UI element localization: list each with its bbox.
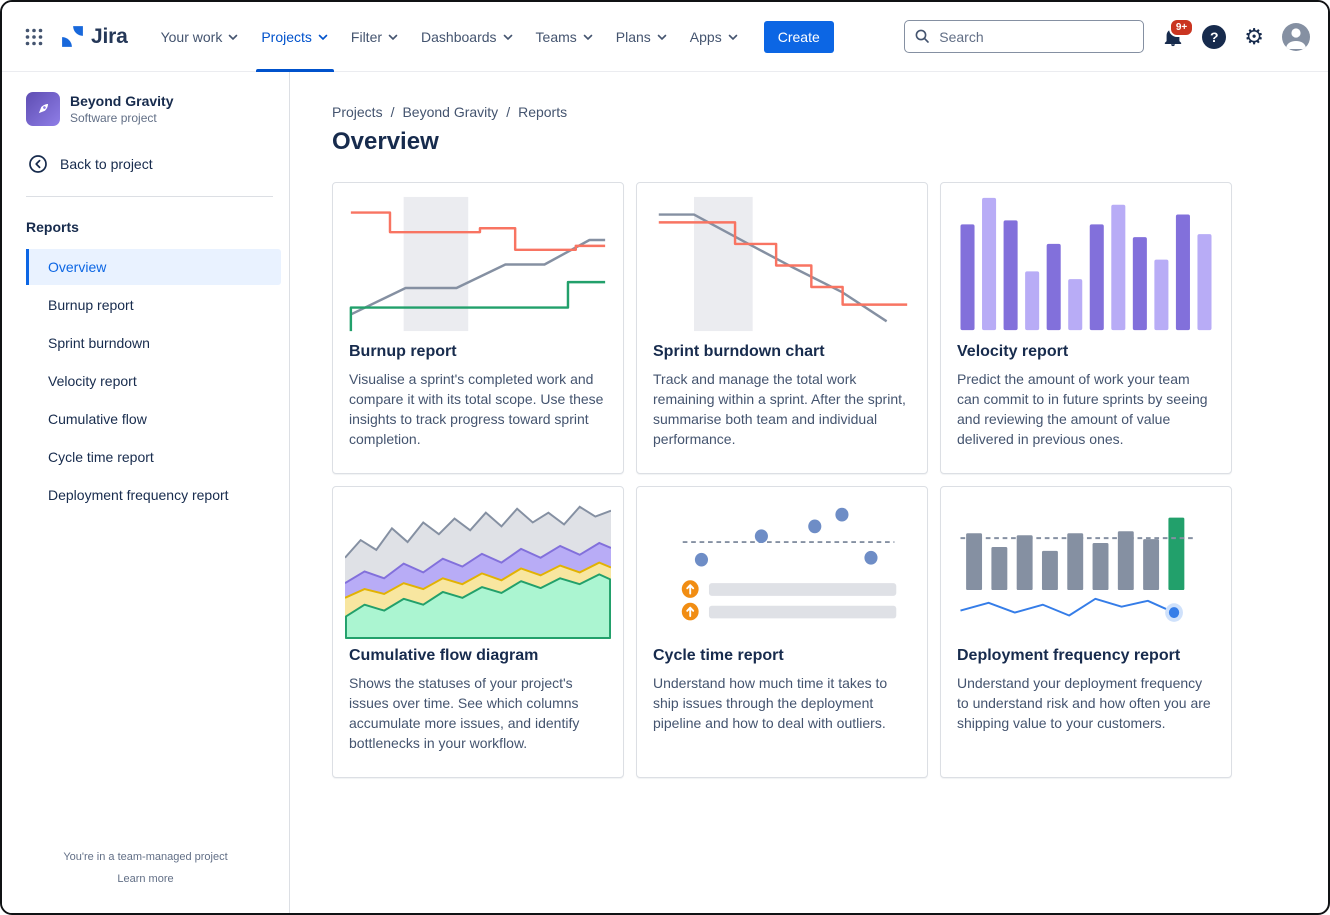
project-meta: Beyond Gravity Software project bbox=[70, 93, 173, 125]
sprint-burndown-chart-thumbnail bbox=[637, 183, 927, 335]
user-avatar[interactable] bbox=[1282, 22, 1310, 51]
breadcrumb: Projects / Beyond Gravity / Reports bbox=[332, 104, 1328, 120]
rocket-icon bbox=[38, 103, 49, 114]
main-content: Projects / Beyond Gravity / Reports Over… bbox=[290, 72, 1328, 913]
sidebar-divider bbox=[26, 196, 273, 197]
page-title: Overview bbox=[332, 128, 439, 155]
help-button[interactable]: ? bbox=[1202, 24, 1227, 49]
breadcrumb-separator: / bbox=[506, 104, 511, 120]
report-card-deployment-frequency[interactable]: Deployment frequency report Understand y… bbox=[940, 486, 1232, 778]
jira-logo-icon bbox=[62, 26, 83, 47]
search-box bbox=[904, 20, 1145, 53]
sidebar-footer: You're in a team-managed project Learn m… bbox=[2, 851, 289, 887]
topnav-right: 9+ ? ⚙ bbox=[904, 17, 1310, 53]
sidebar-item-overview[interactable]: Overview bbox=[26, 249, 281, 285]
report-card-cumulative-flow[interactable]: Cumulative flow diagram Shows the status… bbox=[332, 486, 624, 778]
cycle-time-chart-thumbnail bbox=[637, 487, 927, 639]
search-icon bbox=[915, 29, 930, 43]
question-mark-icon: ? bbox=[1209, 28, 1219, 45]
learn-more-link[interactable]: Learn more bbox=[117, 873, 174, 885]
project-type: Software project bbox=[70, 111, 157, 125]
sidebar-item-cycle-time-report[interactable]: Cycle time report bbox=[48, 449, 154, 465]
card-title: Cycle time report bbox=[653, 647, 784, 664]
nav-apps[interactable]: Apps bbox=[679, 2, 750, 72]
sidebar-section-title: Reports bbox=[26, 219, 79, 235]
notifications-button[interactable]: 9+ bbox=[1162, 17, 1195, 48]
create-button[interactable]: Create bbox=[763, 20, 834, 53]
sidebar-item-cumulative-flow[interactable]: Cumulative flow bbox=[48, 411, 147, 427]
sidebar-item-burnup-report[interactable]: Burnup report bbox=[48, 297, 134, 313]
back-icon bbox=[29, 155, 47, 173]
nav-filter[interactable]: Filter bbox=[340, 2, 410, 72]
card-title: Burnup report bbox=[349, 343, 457, 360]
card-description: Visualise a sprint's completed work and … bbox=[349, 371, 604, 448]
chevron-down-icon bbox=[318, 34, 328, 40]
report-card-velocity[interactable]: Velocity report Predict the amount of wo… bbox=[940, 182, 1232, 474]
card-title: Cumulative flow diagram bbox=[349, 647, 539, 664]
chevron-down-icon bbox=[388, 34, 398, 40]
breadcrumb-reports[interactable]: Reports bbox=[518, 104, 568, 120]
card-title: Sprint burndown chart bbox=[653, 343, 825, 360]
notifications-badge: 9+ bbox=[1168, 17, 1195, 37]
nav-dashboards[interactable]: Dashboards bbox=[410, 2, 525, 72]
chevron-down-icon bbox=[657, 34, 667, 40]
project-avatar bbox=[26, 92, 60, 126]
jira-logo[interactable]: Jira bbox=[60, 24, 128, 49]
report-card-cycle-time[interactable]: Cycle time report Understand how much ti… bbox=[636, 486, 928, 778]
chevron-down-icon bbox=[503, 34, 512, 40]
chevron-down-icon bbox=[728, 34, 738, 40]
chevron-down-icon bbox=[229, 34, 238, 40]
chevron-down-icon bbox=[583, 34, 593, 40]
jira-logo-text: Jira bbox=[91, 24, 128, 48]
person-icon bbox=[1286, 27, 1306, 49]
sidebar-item-deployment-frequency-report[interactable]: Deployment frequency report bbox=[48, 487, 229, 503]
breadcrumb-projects[interactable]: Projects bbox=[332, 104, 383, 120]
nav-plans[interactable]: Plans bbox=[605, 2, 679, 72]
app-grid-icon bbox=[25, 28, 43, 45]
nav-teams[interactable]: Teams bbox=[525, 2, 605, 72]
nav-your-work[interactable]: Your work bbox=[150, 2, 251, 72]
back-to-project-link[interactable]: Back to project bbox=[2, 154, 289, 174]
sidebar-item-sprint-burndown[interactable]: Sprint burndown bbox=[48, 335, 150, 351]
nav-projects[interactable]: Projects bbox=[250, 2, 340, 72]
card-description: Understand how much time it takes to shi… bbox=[653, 675, 888, 732]
card-description: Understand your deployment frequency to … bbox=[957, 675, 1211, 732]
deployment-frequency-chart-thumbnail bbox=[941, 487, 1231, 639]
app-switcher-button[interactable] bbox=[18, 21, 50, 53]
sidebar-item-velocity-report[interactable]: Velocity report bbox=[48, 373, 137, 389]
project-name: Beyond Gravity bbox=[70, 93, 174, 109]
breadcrumb-project-name[interactable]: Beyond Gravity bbox=[402, 104, 499, 120]
card-title: Velocity report bbox=[957, 343, 1069, 360]
top-navigation-bar: Jira Your work Projects Filter Dashboard… bbox=[2, 2, 1328, 72]
report-card-sprint-burndown[interactable]: Sprint burndown chart Track and manage t… bbox=[636, 182, 928, 474]
team-managed-note: You're in a team-managed project bbox=[63, 851, 228, 863]
card-description: Predict the amount of work your team can… bbox=[957, 371, 1208, 448]
card-title: Deployment frequency report bbox=[957, 647, 1181, 664]
project-header: Beyond Gravity Software project bbox=[2, 92, 289, 126]
velocity-chart-thumbnail bbox=[941, 183, 1231, 335]
app-body: Beyond Gravity Software project Back to … bbox=[2, 72, 1328, 913]
card-description: Shows the statuses of your project's iss… bbox=[349, 675, 580, 752]
primary-nav: Your work Projects Filter Dashboards Tea… bbox=[150, 2, 750, 72]
breadcrumb-separator: / bbox=[390, 104, 395, 120]
cumulative-flow-chart-thumbnail bbox=[333, 487, 623, 639]
settings-gear-icon[interactable]: ⚙ bbox=[1244, 23, 1264, 49]
search-input[interactable] bbox=[904, 20, 1145, 53]
report-cards-grid: Burnup report Visualise a sprint's compl… bbox=[332, 182, 1328, 778]
report-card-burnup[interactable]: Burnup report Visualise a sprint's compl… bbox=[332, 182, 624, 474]
project-sidebar: Beyond Gravity Software project Back to … bbox=[2, 72, 290, 913]
burnup-chart-thumbnail bbox=[333, 183, 623, 335]
reports-nav-list: Overview Burnup report Sprint burndown V… bbox=[2, 249, 289, 513]
card-description: Track and manage the total work remainin… bbox=[653, 371, 906, 448]
